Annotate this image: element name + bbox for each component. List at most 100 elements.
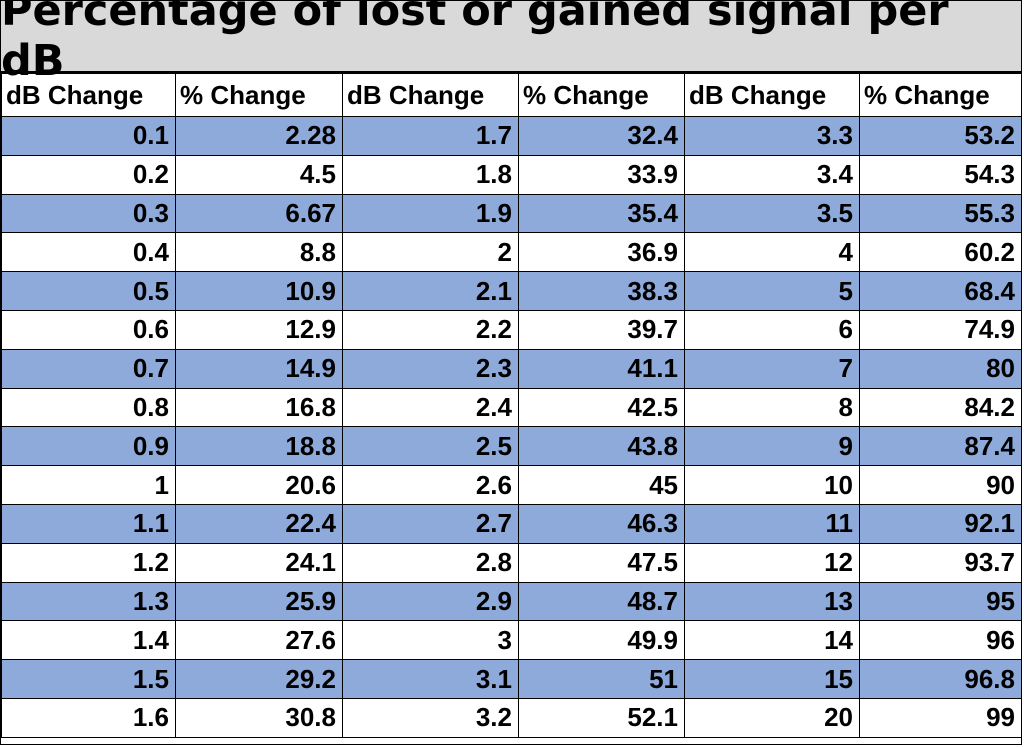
db-change-cell: 1.2 (1, 542, 176, 583)
db-change-cell: 12 (684, 542, 860, 583)
percent-change-cell: 49.9 (518, 620, 685, 661)
table-row: 0.3 6.67 1.9 35.4 3.5 55.3 (1, 193, 1022, 234)
db-change-cell: 1.4 (1, 620, 176, 661)
table-row: 1.4 27.6 3 49.9 14 96 (1, 620, 1022, 661)
db-change-cell: 20 (684, 697, 860, 738)
column-header-db-change: dB Change (1, 73, 176, 117)
db-change-cell: 1.1 (1, 503, 176, 544)
percent-change-cell: 93.7 (859, 542, 1022, 583)
table-row: 1.1 22.4 2.7 46.3 11 92.1 (1, 503, 1022, 544)
percent-change-cell: 18.8 (175, 426, 343, 467)
db-change-cell: 0.6 (1, 309, 176, 350)
table-title: Percentage of lost or gained signal per … (1, 0, 1021, 86)
column-header-percent-change: % Change (175, 73, 343, 117)
percent-change-cell: 52.1 (518, 697, 685, 738)
db-change-cell: 0.8 (1, 387, 176, 428)
percent-change-cell: 32.4 (518, 116, 685, 156)
db-change-cell: 7 (684, 348, 860, 389)
header-row: dB Change % Change dB Change % Change dB… (1, 73, 1022, 117)
table-row: 1.3 25.9 2.9 48.7 13 95 (1, 581, 1022, 622)
percent-change-cell: 54.3 (859, 154, 1022, 195)
percent-change-cell: 25.9 (175, 581, 343, 622)
percent-change-cell: 33.9 (518, 154, 685, 195)
column-header-percent-change: % Change (859, 73, 1022, 117)
column-header-db-change: dB Change (342, 73, 519, 117)
db-change-cell: 3.1 (342, 659, 519, 699)
table-row: 1.2 24.1 2.8 47.5 12 93.7 (1, 542, 1022, 583)
db-change-cell: 2.6 (342, 465, 519, 505)
percent-change-cell: 68.4 (859, 271, 1022, 311)
db-change-cell: 2.4 (342, 387, 519, 428)
percent-change-cell: 16.8 (175, 387, 343, 428)
table-row: 0.1 2.28 1.7 32.4 3.3 53.2 (1, 116, 1022, 156)
percent-change-cell: 48.7 (518, 581, 685, 622)
percent-change-cell: 80 (859, 348, 1022, 389)
table-row: 1.6 30.8 3.2 52.1 20 99 (1, 697, 1022, 738)
db-change-cell: 0.9 (1, 426, 176, 467)
db-change-cell: 0.7 (1, 348, 176, 389)
percent-change-cell: 10.9 (175, 271, 343, 311)
percent-change-cell: 36.9 (518, 232, 685, 273)
db-change-cell: 1 (1, 465, 176, 505)
percent-change-cell: 12.9 (175, 309, 343, 350)
db-change-cell: 1.5 (1, 659, 176, 699)
percent-change-cell: 41.1 (518, 348, 685, 389)
percent-change-cell: 99 (859, 697, 1022, 738)
table-row: 0.8 16.8 2.4 42.5 8 84.2 (1, 387, 1022, 428)
percent-change-cell: 4.5 (175, 154, 343, 195)
percent-change-cell: 38.3 (518, 271, 685, 311)
table-row: 1 20.6 2.6 45 10 90 (1, 465, 1022, 505)
percent-change-cell: 53.2 (859, 116, 1022, 156)
db-change-cell: 1.6 (1, 697, 176, 738)
percent-change-cell: 55.3 (859, 193, 1022, 234)
percent-change-cell: 84.2 (859, 387, 1022, 428)
percent-change-cell: 96 (859, 620, 1022, 661)
percent-change-cell: 45 (518, 465, 685, 505)
percent-change-cell: 90 (859, 465, 1022, 505)
db-change-cell: 1.7 (342, 116, 519, 156)
db-change-cell: 2.2 (342, 309, 519, 350)
percent-change-cell: 27.6 (175, 620, 343, 661)
table-row: 0.2 4.5 1.8 33.9 3.4 54.3 (1, 154, 1022, 195)
db-change-cell: 3.4 (684, 154, 860, 195)
db-change-cell: 3.2 (342, 697, 519, 738)
percent-change-cell: 92.1 (859, 503, 1022, 544)
table-row: 1.5 29.2 3.1 51 15 96.8 (1, 659, 1022, 699)
percent-change-cell: 24.1 (175, 542, 343, 583)
db-change-cell: 14 (684, 620, 860, 661)
percent-change-cell: 30.8 (175, 697, 343, 738)
percent-change-cell: 60.2 (859, 232, 1022, 273)
db-change-cell: 15 (684, 659, 860, 699)
db-change-cell: 2.3 (342, 348, 519, 389)
percent-change-cell: 42.5 (518, 387, 685, 428)
percent-change-cell: 39.7 (518, 309, 685, 350)
percent-change-cell: 22.4 (175, 503, 343, 544)
db-change-cell: 5 (684, 271, 860, 311)
percent-change-cell: 43.8 (518, 426, 685, 467)
percent-change-cell: 8.8 (175, 232, 343, 273)
db-change-cell: 1.9 (342, 193, 519, 234)
percent-change-cell: 47.5 (518, 542, 685, 583)
db-change-cell: 1.8 (342, 154, 519, 195)
db-change-cell: 0.1 (1, 116, 176, 156)
db-change-cell: 3 (342, 620, 519, 661)
db-percentage-table: dB Change % Change dB Change % Change dB… (1, 73, 1022, 738)
db-change-cell: 4 (684, 232, 860, 273)
percent-change-cell: 35.4 (518, 193, 685, 234)
db-change-cell: 10 (684, 465, 860, 505)
db-change-cell: 0.2 (1, 154, 176, 195)
percent-change-cell: 6.67 (175, 193, 343, 234)
db-change-cell: 2.1 (342, 271, 519, 311)
percent-change-cell: 20.6 (175, 465, 343, 505)
table-row: 0.6 12.9 2.2 39.7 6 74.9 (1, 309, 1022, 350)
percent-change-cell: 96.8 (859, 659, 1022, 699)
db-change-cell: 0.4 (1, 232, 176, 273)
percent-change-cell: 51 (518, 659, 685, 699)
db-change-cell: 2.7 (342, 503, 519, 544)
table-row: 0.7 14.9 2.3 41.1 7 80 (1, 348, 1022, 389)
column-header-db-change: dB Change (684, 73, 860, 117)
percent-change-cell: 2.28 (175, 116, 343, 156)
table-row: 0.9 18.8 2.5 43.8 9 87.4 (1, 426, 1022, 467)
db-change-cell: 9 (684, 426, 860, 467)
